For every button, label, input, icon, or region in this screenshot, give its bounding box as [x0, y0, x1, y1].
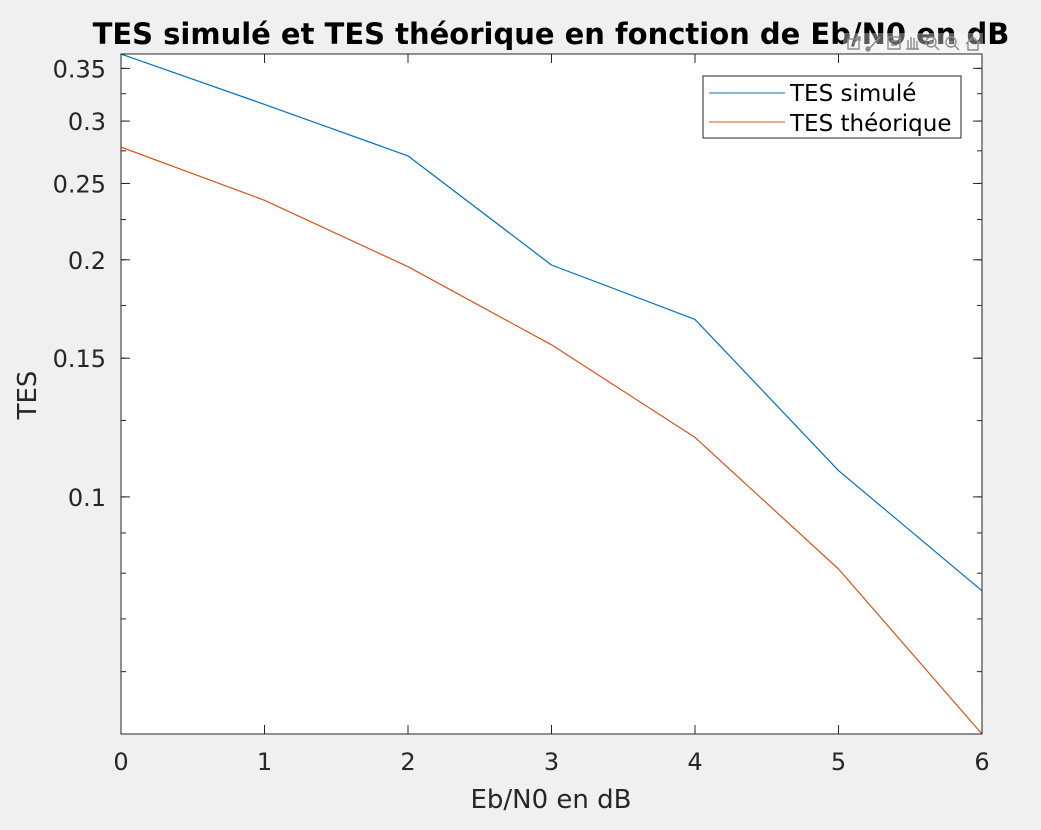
home-icon[interactable]: [965, 36, 981, 51]
zoom-in-icon[interactable]: [925, 36, 940, 51]
series-line-theorique: [120, 146, 983, 735]
legend-label-simule: TES simulé: [789, 81, 916, 107]
x-tick-labels: 0 1 2 3 4 5 6: [113, 748, 989, 776]
zoom-out-icon[interactable]: [945, 36, 960, 51]
x-tick-label: 2: [400, 748, 415, 776]
legend-box: [702, 75, 962, 139]
legend-label-theorique: TES théorique: [789, 111, 951, 137]
y-tick-label: 0.1: [68, 484, 106, 512]
series-line-simule: [120, 53, 983, 592]
x-tick-label: 4: [687, 748, 702, 776]
export-icon[interactable]: [847, 36, 861, 50]
legend: TES simulé TES théorique: [702, 75, 962, 139]
x-tick-label: 5: [831, 748, 846, 776]
y-axis-label: TES: [13, 371, 43, 421]
x-tick-label: 0: [113, 748, 128, 776]
series-group: [120, 53, 983, 735]
y-tick-label: 0.2: [68, 247, 106, 275]
axes-box: [120, 53, 983, 735]
y-tick-label: 0.25: [53, 170, 106, 198]
plot-area: [121, 54, 982, 734]
y-tick-label: 0.35: [53, 55, 106, 83]
y-tick-labels: 0.1 0.15 0.2 0.25 0.3 0.35: [53, 55, 106, 512]
axes-toolbar: [843, 33, 983, 53]
x-tick-label: 1: [257, 748, 272, 776]
chart-title: TES simulé et TES théorique en fonction …: [93, 17, 1010, 51]
y-tick-label: 0.3: [68, 108, 106, 136]
x-tick-label: 3: [544, 748, 559, 776]
brush-icon[interactable]: [865, 36, 881, 52]
x-tick-label: 6: [974, 748, 989, 776]
datatip-icon[interactable]: [887, 36, 901, 50]
y-tick-label: 0.15: [53, 345, 106, 373]
x-axis-label: Eb/N0 en dB: [470, 785, 631, 815]
pan-icon[interactable]: [906, 37, 919, 50]
